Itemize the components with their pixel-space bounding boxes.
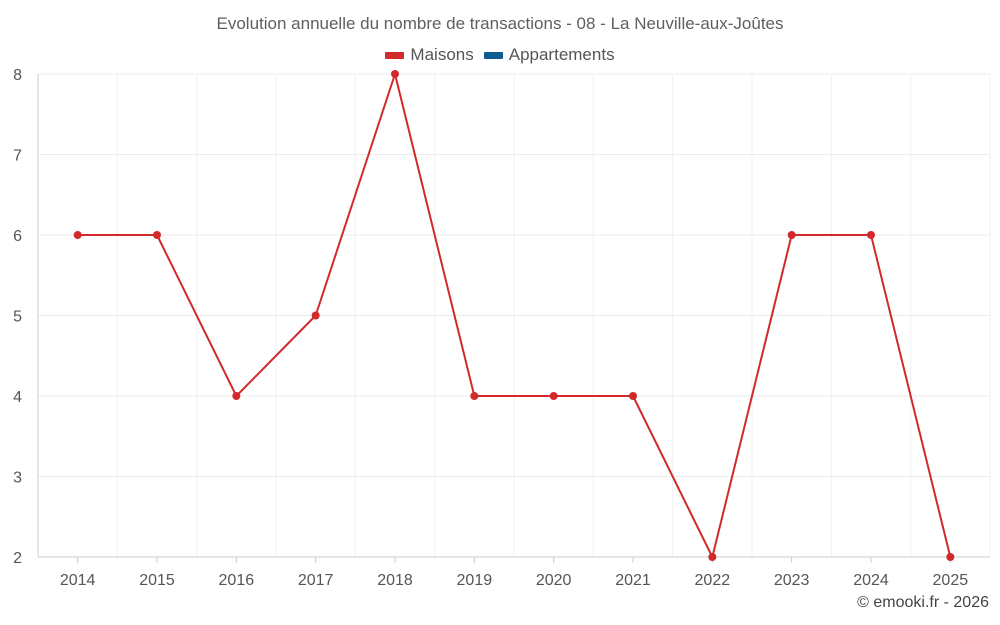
chart-legend: Maisons Appartements <box>0 45 1000 65</box>
y-tick-label: 7 <box>13 148 22 165</box>
x-tick-label: 2014 <box>60 572 96 589</box>
legend-item-appartements[interactable]: Appartements <box>483 45 615 65</box>
chart-title: Evolution annuelle du nombre de transact… <box>216 14 784 33</box>
legend-label-appartements: Appartements <box>508 45 615 64</box>
legend-swatch-maisons <box>385 51 405 59</box>
x-tick-label: 2024 <box>853 572 889 589</box>
x-tick-label: 2017 <box>298 572 334 589</box>
tick-labels: 2 3 4 5 6 7 8 2014 2015 2016 2017 2018 2019 2020 2021 2… <box>13 67 968 589</box>
data-point-maisons <box>867 231 875 239</box>
data-point-maisons <box>629 392 637 400</box>
x-tick-label: 2025 <box>933 572 969 589</box>
y-tick-label: 2 <box>13 550 22 567</box>
data-point-maisons <box>391 70 399 78</box>
data-point-maisons <box>549 392 558 400</box>
x-tick-label: 2021 <box>615 572 651 589</box>
grid-lines <box>37 73 991 558</box>
x-tick-label: 2016 <box>219 572 255 589</box>
y-tick-label: 3 <box>13 470 22 487</box>
y-tick-label: 6 <box>13 228 22 245</box>
data-point-maisons <box>946 553 955 561</box>
data-point-maisons <box>311 311 320 320</box>
series-layer <box>73 70 955 561</box>
x-tick-label: 2023 <box>774 572 810 589</box>
legend-swatch-appartements <box>483 51 503 59</box>
x-tick-label: 2022 <box>695 572 731 589</box>
data-point-maisons <box>153 231 161 239</box>
data-point-maisons <box>787 231 796 239</box>
x-tick-label: 2015 <box>139 572 175 589</box>
x-tick-label: 2019 <box>457 572 493 589</box>
data-point-maisons <box>73 231 82 239</box>
data-point-maisons <box>470 392 479 400</box>
x-tick-label: 2018 <box>377 572 413 589</box>
legend-item-maisons[interactable]: Maisons <box>385 45 474 65</box>
x-tick-label: 2020 <box>536 572 572 589</box>
y-tick-label: 8 <box>13 67 22 84</box>
series-line-maisons <box>77 73 952 558</box>
legend-label-maisons: Maisons <box>410 45 474 64</box>
data-point-maisons <box>708 553 717 561</box>
credit-text: © emooki.fr - 2026 <box>857 594 989 611</box>
y-tick-label: 5 <box>13 309 22 326</box>
data-point-maisons <box>232 392 241 400</box>
y-tick-label: 4 <box>13 389 22 406</box>
